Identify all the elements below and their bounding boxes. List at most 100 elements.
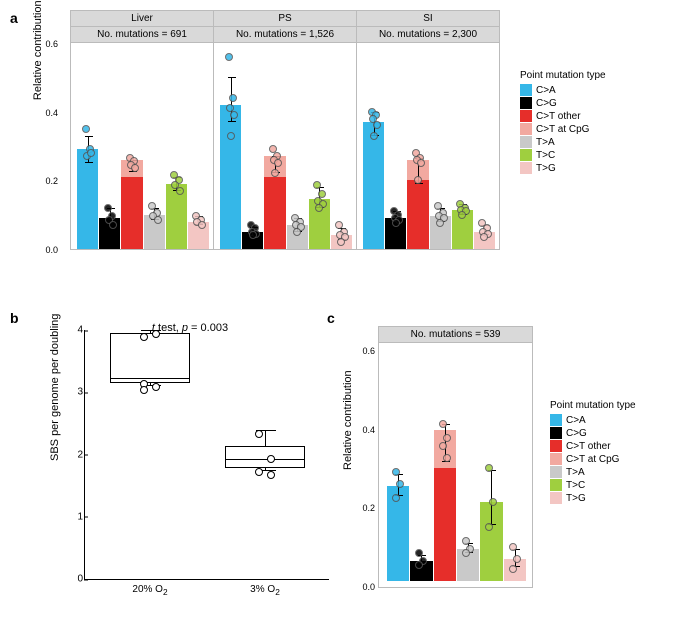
legend-swatch-icon: [520, 162, 532, 174]
data-point-icon: [489, 498, 497, 506]
data-point-icon: [274, 159, 282, 167]
facet-subtitle: No. mutations = 2,300: [357, 27, 499, 43]
data-point-icon: [271, 169, 279, 177]
bar: [77, 43, 98, 249]
facet-title: PS: [214, 11, 356, 27]
data-point-icon: [439, 442, 447, 450]
bar: [410, 343, 432, 581]
data-point-icon: [267, 455, 275, 463]
legend-swatch-icon: [520, 97, 532, 109]
data-point-icon: [415, 549, 423, 557]
legend-item: T>A: [550, 466, 636, 478]
legend-item: T>G: [550, 492, 636, 504]
bar: [331, 43, 352, 249]
data-point-icon: [462, 549, 470, 557]
data-point-icon: [152, 330, 160, 338]
data-point-icon: [313, 181, 321, 189]
bar: [144, 43, 165, 249]
legend-item: C>A: [550, 414, 636, 426]
data-point-icon: [509, 543, 517, 551]
data-point-icon: [109, 221, 117, 229]
legend-swatch-icon: [550, 492, 562, 504]
bar: [220, 43, 241, 249]
data-point-icon: [513, 555, 521, 563]
data-point-icon: [87, 149, 95, 157]
panel-c-ylabel: Relative contribution: [342, 370, 354, 470]
legend-swatch-icon: [550, 414, 562, 426]
bar: [407, 43, 428, 249]
panel-c-plot: 0.00.20.40.6 No. mutations = 539: [378, 326, 533, 588]
legend-item: C>G: [520, 97, 606, 109]
data-point-icon: [415, 561, 423, 569]
legend-swatch-icon: [520, 136, 532, 148]
panel-b-label: b: [10, 310, 19, 326]
bar: [242, 43, 263, 249]
data-point-icon: [414, 176, 422, 184]
legend-swatch-icon: [550, 440, 562, 452]
facet: PSNo. mutations = 1,526: [214, 10, 357, 250]
panel-a-label: a: [10, 10, 18, 26]
data-point-icon: [396, 480, 404, 488]
data-point-icon: [480, 233, 488, 241]
legend-c: Point mutation typeC>AC>GC>T otherC>T at…: [550, 400, 636, 505]
panel-b-ylabel: SBS per genome per doubling: [49, 313, 61, 460]
data-point-icon: [392, 494, 400, 502]
data-point-icon: [229, 94, 237, 102]
bar: [430, 43, 451, 249]
legend-title: Point mutation type: [520, 70, 606, 81]
data-point-icon: [255, 430, 263, 438]
data-point-icon: [198, 221, 206, 229]
bar: [166, 43, 187, 249]
panel-a-ylabel: Relative contribution: [32, 0, 44, 100]
data-point-icon: [436, 219, 444, 227]
legend-item: T>C: [520, 149, 606, 161]
legend-swatch-icon: [550, 453, 562, 465]
legend-swatch-icon: [520, 149, 532, 161]
bar: [457, 343, 479, 581]
data-point-icon: [225, 53, 233, 61]
data-point-icon: [227, 132, 235, 140]
panel-c: Relative contribution 0.00.20.40.6 No. m…: [340, 320, 680, 620]
data-point-icon: [509, 565, 517, 573]
facet-title: Liver: [71, 11, 213, 27]
legend-swatch-icon: [520, 84, 532, 96]
legend-item: T>C: [550, 479, 636, 491]
x-tick-label: 20% O2: [132, 584, 167, 597]
bar: [387, 343, 409, 581]
bar: [480, 343, 502, 581]
legend-item: C>T at CpG: [520, 123, 606, 135]
data-point-icon: [485, 464, 493, 472]
bar: [474, 43, 495, 249]
data-point-icon: [392, 219, 400, 227]
data-point-icon: [249, 231, 257, 239]
data-point-icon: [443, 434, 451, 442]
data-point-icon: [337, 238, 345, 246]
bar: [99, 43, 120, 249]
legend-a: Point mutation typeC>AC>GC>T otherC>T at…: [520, 70, 606, 175]
data-point-icon: [176, 187, 184, 195]
bar: [385, 43, 406, 249]
bar: [188, 43, 209, 249]
facet: LiverNo. mutations = 691: [70, 10, 214, 250]
panel-c-label: c: [327, 310, 335, 326]
data-point-icon: [82, 125, 90, 133]
data-point-icon: [458, 211, 466, 219]
data-point-icon: [315, 204, 323, 212]
legend-item: C>T other: [550, 440, 636, 452]
bar: [121, 43, 142, 249]
legend-title: Point mutation type: [550, 400, 636, 411]
bar: [309, 43, 330, 249]
boxplot-box: [225, 446, 305, 468]
data-point-icon: [392, 468, 400, 476]
figure-root: a Relative contribution 0.00.20.40.6 Liv…: [10, 10, 675, 630]
data-point-icon: [230, 111, 238, 119]
boxplot-box: [110, 333, 190, 383]
bar: [504, 343, 526, 581]
legend-item: C>T other: [520, 110, 606, 122]
panel-c-strip: No. mutations = 539: [379, 327, 532, 343]
data-point-icon: [255, 468, 263, 476]
legend-item: T>G: [520, 162, 606, 174]
panel-a-plot: 0.00.20.40.6 LiverNo. mutations = 691PSN…: [70, 10, 500, 250]
data-point-icon: [152, 383, 160, 391]
panel-b: t test, p = 0.003 SBS per genome per dou…: [40, 330, 340, 630]
